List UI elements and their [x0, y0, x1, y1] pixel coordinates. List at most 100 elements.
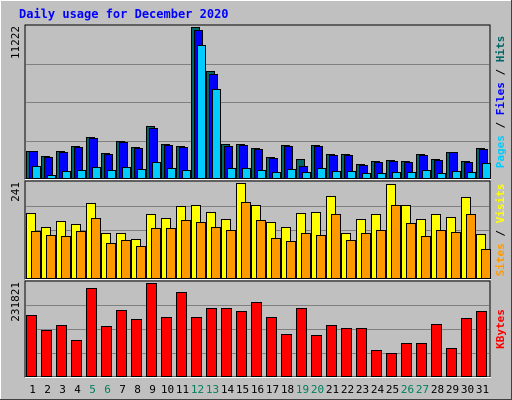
bar-kbytes-day-31 [476, 311, 487, 377]
chart-title: Daily usage for December 2020 [19, 7, 229, 21]
x-tick-label-day-7: 7 [119, 383, 126, 396]
x-tick-label-day-25: 25 [386, 383, 399, 396]
bar-pages-day-15 [242, 168, 251, 179]
bar-sites-day-28 [436, 230, 446, 279]
bar-sites-day-14 [226, 230, 236, 279]
bar-pages-day-14 [227, 168, 236, 179]
x-tick-label-day-15: 15 [236, 383, 249, 396]
x-tick-label-day-2: 2 [44, 383, 51, 396]
panel-kbytes: 231821 KBytes [9, 280, 507, 378]
bar-sites-day-26 [406, 223, 416, 279]
x-tick-label-day-30: 30 [461, 383, 474, 396]
x-tick-label-day-14: 14 [221, 383, 235, 396]
x-tick-label-day-13: 13 [206, 383, 219, 396]
bar-kbytes-day-8 [131, 319, 142, 377]
bar-pages-day-24 [377, 173, 386, 179]
x-tick-label-day-5: 5 [89, 383, 96, 396]
bar-pages-day-1 [32, 166, 41, 179]
bar-kbytes-day-28 [431, 324, 442, 377]
bar-sites-day-16 [256, 220, 266, 279]
series-legend-hits: Pages / Files / Hits [494, 36, 507, 169]
bar-kbytes-day-7 [116, 310, 127, 377]
x-tick-label-day-29: 29 [446, 383, 459, 396]
bar-kbytes-day-27 [416, 343, 427, 377]
legend-part: Visits [494, 184, 507, 224]
x-tick-label-day-6: 6 [104, 383, 111, 396]
x-tick-label-day-4: 4 [74, 383, 81, 396]
bar-kbytes-day-20 [311, 335, 322, 377]
bar-kbytes-day-23 [356, 328, 367, 377]
x-tick-label-day-17: 17 [266, 383, 279, 396]
panel-visits: 241 Sites / Visits [9, 180, 507, 280]
bar-sites-day-1 [31, 231, 41, 279]
bar-sites-day-22 [346, 240, 356, 279]
x-tick-label-day-11: 11 [176, 383, 189, 396]
x-tick-label-day-31: 31 [476, 383, 489, 396]
bar-pages-day-28 [437, 173, 446, 179]
x-tick-label-day-19: 19 [296, 383, 309, 396]
bar-kbytes-day-9 [146, 283, 157, 377]
bar-pages-day-2 [47, 175, 56, 179]
bar-pages-day-25 [392, 172, 401, 179]
bar-sites-day-9 [151, 228, 161, 279]
bar-pages-day-22 [347, 171, 356, 179]
x-axis-day-labels: 1 2 3 4 5 6 7 8 9 10 11 12 13 14 15 16 17 18 19 20 21 22 23 24 2… [29, 383, 489, 396]
bar-pages-day-30 [467, 172, 476, 179]
bar-sites-day-13 [211, 227, 221, 279]
bar-pages-day-29 [452, 171, 461, 179]
x-tick-label-day-8: 8 [134, 383, 141, 396]
legend-part: / [494, 223, 507, 243]
x-tick-label-day-9: 9 [149, 383, 156, 396]
bar-pages-day-10 [167, 168, 176, 179]
bar-sites-day-18 [286, 241, 296, 279]
bar-kbytes-day-2 [41, 330, 52, 377]
bar-kbytes-day-3 [56, 325, 67, 377]
bar-sites-day-12 [196, 222, 206, 279]
legend-part: / [494, 115, 507, 135]
bar-sites-day-30 [466, 214, 476, 279]
bar-pages-day-26 [407, 172, 416, 179]
bar-pages-day-17 [272, 172, 281, 179]
x-tick-label-day-3: 3 [59, 383, 66, 396]
bar-kbytes-day-6 [101, 326, 112, 377]
x-tick-label-day-23: 23 [356, 383, 369, 396]
y-axis-max-label: 231821 [9, 282, 22, 322]
legend-part: / [494, 62, 507, 82]
bar-pages-day-11 [182, 170, 191, 179]
bar-kbytes-day-10 [161, 317, 172, 377]
bar-sites-day-10 [166, 228, 176, 279]
bar-pages-day-3 [62, 171, 71, 179]
bar-kbytes-day-5 [86, 288, 97, 377]
bar-pages-day-16 [257, 170, 266, 179]
bar-kbytes-day-12 [191, 317, 202, 377]
bar-sites-day-25 [391, 205, 401, 279]
x-tick-label-day-28: 28 [431, 383, 444, 396]
panel-hits: 11222 Pages / Files / Hits [9, 24, 507, 180]
bar-kbytes-day-24 [371, 350, 382, 377]
bar-sites-day-19 [301, 233, 311, 279]
bar-kbytes-day-15 [236, 311, 247, 377]
bar-kbytes-day-19 [296, 308, 307, 377]
x-tick-label-day-26: 26 [401, 383, 414, 396]
bar-pages-day-4 [77, 170, 86, 179]
bar-pages-day-23 [362, 173, 371, 179]
bar-kbytes-day-21 [326, 325, 337, 377]
bar-sites-day-2 [46, 235, 56, 279]
series-legend-visits: Sites / Visits [494, 184, 507, 277]
x-tick-label-day-27: 27 [416, 383, 429, 396]
bar-pages-day-9 [152, 162, 161, 179]
x-tick-label-day-24: 24 [371, 383, 385, 396]
bar-sites-day-20 [316, 235, 326, 279]
bar-sites-day-5 [91, 218, 101, 279]
x-tick-label-day-16: 16 [251, 383, 264, 396]
x-tick-label-day-10: 10 [161, 383, 174, 396]
x-tick-label-day-20: 20 [311, 383, 324, 396]
bar-kbytes-day-14 [221, 308, 232, 377]
legend-part: Pages [494, 135, 507, 168]
y-axis-max-label: 241 [9, 182, 22, 202]
bar-kbytes-day-18 [281, 334, 292, 377]
bar-pages-day-7 [122, 167, 131, 179]
bar-sites-day-21 [331, 214, 341, 279]
legend-part: Sites [494, 243, 507, 276]
bar-sites-day-7 [121, 240, 131, 279]
